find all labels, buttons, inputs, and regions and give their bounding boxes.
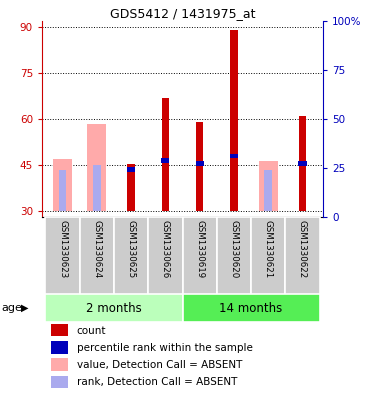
Text: GSM1330620: GSM1330620	[230, 220, 238, 278]
Bar	[162, 97, 169, 211]
Bar	[51, 341, 68, 354]
Bar	[217, 217, 251, 294]
Bar	[182, 217, 217, 294]
Text: age: age	[2, 303, 23, 313]
Bar	[53, 159, 72, 211]
Bar	[264, 170, 272, 211]
Bar	[299, 116, 306, 211]
Bar	[45, 294, 182, 322]
Bar	[45, 217, 80, 294]
Bar	[80, 217, 114, 294]
Bar	[59, 170, 66, 211]
Text: GSM1330619: GSM1330619	[195, 220, 204, 278]
Text: GSM1330626: GSM1330626	[161, 220, 170, 278]
Bar	[87, 124, 106, 211]
Bar	[127, 167, 135, 172]
Bar	[93, 165, 101, 211]
Bar	[51, 358, 68, 371]
Bar	[251, 217, 285, 294]
Text: rank, Detection Call = ABSENT: rank, Detection Call = ABSENT	[77, 377, 237, 387]
Bar	[259, 160, 278, 211]
Bar	[230, 154, 238, 158]
Bar	[196, 122, 203, 211]
Bar	[114, 217, 148, 294]
Text: 14 months: 14 months	[219, 301, 283, 315]
Bar	[51, 324, 68, 336]
Bar	[285, 217, 320, 294]
Bar	[298, 161, 307, 166]
Title: GDS5412 / 1431975_at: GDS5412 / 1431975_at	[110, 7, 255, 20]
Bar	[51, 376, 68, 388]
Text: GSM1330624: GSM1330624	[92, 220, 101, 278]
Text: percentile rank within the sample: percentile rank within the sample	[77, 343, 253, 353]
Text: 2 months: 2 months	[86, 301, 142, 315]
Bar	[196, 161, 204, 166]
Text: value, Detection Call = ABSENT: value, Detection Call = ABSENT	[77, 360, 242, 370]
Text: GSM1330623: GSM1330623	[58, 220, 67, 278]
Text: GSM1330625: GSM1330625	[127, 220, 135, 278]
Text: count: count	[77, 326, 106, 336]
Bar	[148, 217, 182, 294]
Text: ▶: ▶	[21, 303, 29, 313]
Bar	[230, 30, 238, 211]
Text: GSM1330621: GSM1330621	[264, 220, 273, 278]
Bar	[127, 163, 135, 211]
Bar	[182, 294, 320, 322]
Text: GSM1330622: GSM1330622	[298, 220, 307, 278]
Bar	[161, 158, 169, 163]
